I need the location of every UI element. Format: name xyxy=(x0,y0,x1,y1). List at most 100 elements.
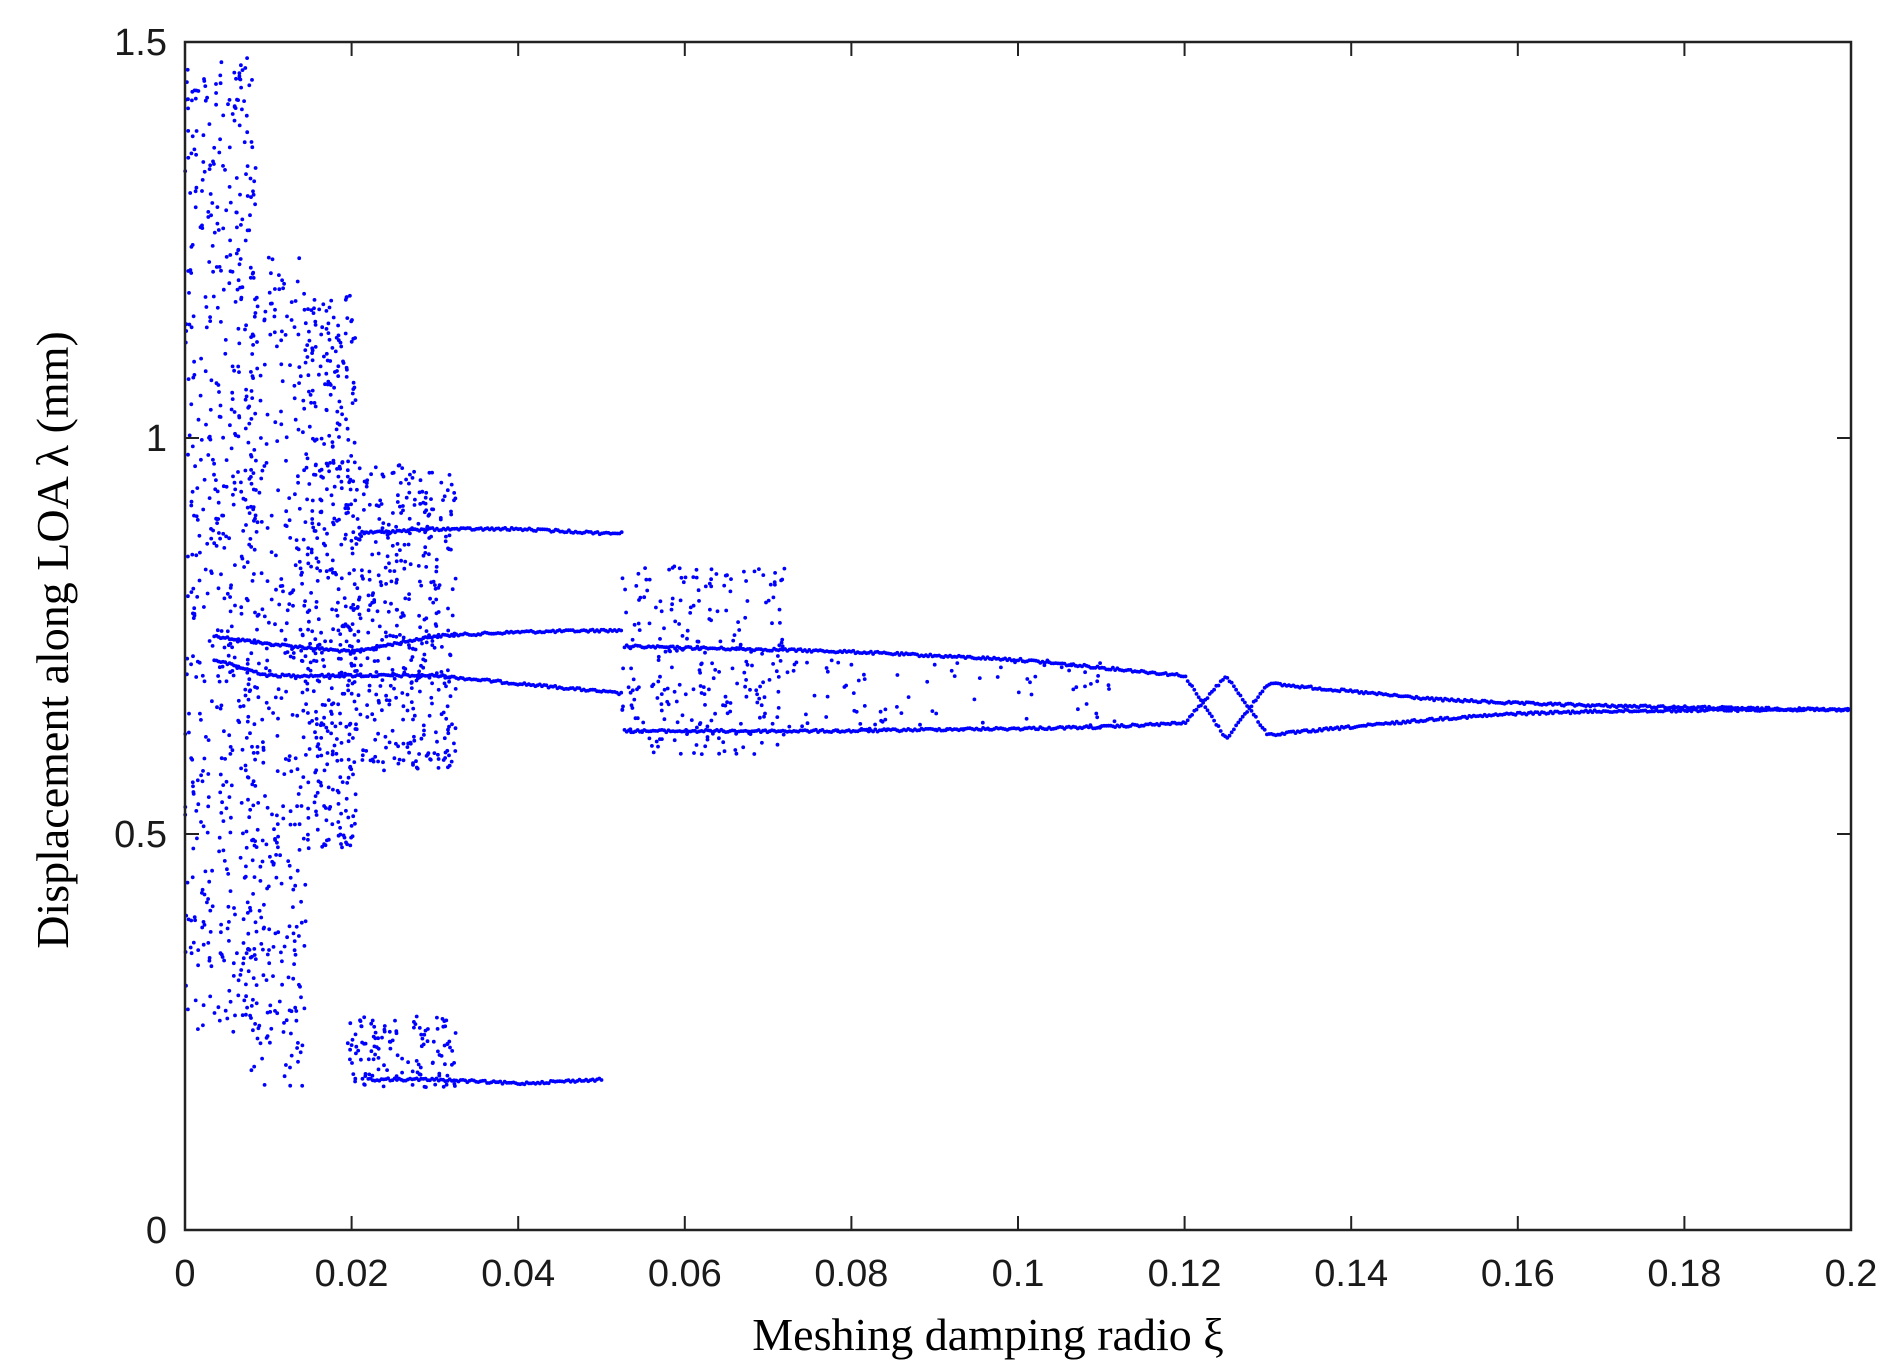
scatter-point xyxy=(384,693,388,698)
scatter-point xyxy=(755,700,760,705)
scatter-point xyxy=(326,785,331,790)
scatter-point xyxy=(222,958,227,963)
scatter-point xyxy=(734,647,739,652)
scatter-point xyxy=(245,194,250,198)
scatter-point xyxy=(663,649,668,654)
scatter-point xyxy=(275,734,280,738)
scatter-point xyxy=(331,315,336,320)
scatter-point xyxy=(344,295,349,299)
attractor-point xyxy=(1262,727,1267,732)
scatter-point xyxy=(824,715,829,719)
scatter-point xyxy=(336,790,341,795)
attractor-point xyxy=(278,674,283,679)
scatter-point xyxy=(418,689,422,694)
scatter-point xyxy=(446,765,450,770)
scatter-point xyxy=(241,956,246,961)
attractor-point xyxy=(1247,706,1252,711)
scatter-point xyxy=(1033,674,1038,679)
scatter-point xyxy=(240,217,245,222)
scatter-point xyxy=(244,994,249,999)
scatter-point xyxy=(678,751,683,756)
scatter-point xyxy=(952,674,957,678)
scatter-point xyxy=(324,818,329,823)
scatter-point xyxy=(228,670,233,675)
scatter-point xyxy=(222,546,227,550)
scatter-point xyxy=(401,717,405,722)
scatter-point xyxy=(255,614,260,618)
scatter-point xyxy=(231,961,236,966)
scatter-point xyxy=(339,479,344,484)
scatter-point xyxy=(259,915,264,920)
scatter-point xyxy=(856,678,861,683)
scatter-point xyxy=(695,725,699,730)
scatter-point xyxy=(314,659,319,663)
scatter-point xyxy=(372,600,377,604)
scatter-point xyxy=(304,465,309,470)
scatter-point xyxy=(370,593,375,597)
scatter-point xyxy=(358,672,363,677)
scatter-point xyxy=(249,335,254,339)
scatter-point xyxy=(276,687,281,692)
scatter-point xyxy=(249,389,254,393)
scatter-point xyxy=(408,472,412,477)
scatter-point xyxy=(709,567,714,572)
scatter-point xyxy=(366,1057,371,1062)
scatter-point xyxy=(269,271,273,276)
scatter-point xyxy=(367,502,372,507)
scatter-point xyxy=(787,724,792,729)
scatter-point xyxy=(776,706,781,710)
scatter-point xyxy=(248,1013,253,1018)
scatter-point xyxy=(453,496,458,501)
scatter-point xyxy=(236,978,241,983)
scatter-point xyxy=(202,605,206,609)
scatter-point xyxy=(206,941,211,945)
scatter-point xyxy=(190,780,195,785)
scatter-point xyxy=(387,702,392,707)
scatter-point xyxy=(301,398,306,403)
scatter-point xyxy=(656,654,661,659)
scatter-point xyxy=(309,591,313,595)
scatter-point xyxy=(344,796,349,801)
scatter-point xyxy=(420,1036,425,1041)
attractor-point xyxy=(620,708,625,712)
scatter-point xyxy=(427,633,431,637)
scatter-point xyxy=(196,963,201,968)
scatter-point xyxy=(434,671,439,676)
scatter-point xyxy=(322,354,326,359)
scatter-point xyxy=(412,503,417,507)
scatter-point xyxy=(350,401,355,405)
scatter-point xyxy=(443,750,448,755)
scatter-point xyxy=(293,299,298,303)
scatter-point xyxy=(453,687,458,691)
scatter-point xyxy=(1099,724,1103,729)
scatter-point xyxy=(351,602,356,607)
scatter-point xyxy=(381,521,386,525)
scatter-point xyxy=(301,775,306,779)
scatter-point xyxy=(242,565,247,569)
scatter-point xyxy=(192,606,197,611)
scatter-point xyxy=(318,364,323,369)
scatter-point xyxy=(224,255,229,259)
scatter-point xyxy=(251,803,256,808)
scatter-point xyxy=(271,861,276,866)
scatter-point xyxy=(233,603,237,608)
scatter-point xyxy=(215,705,219,710)
scatter-point xyxy=(420,489,425,494)
scatter-point xyxy=(391,470,396,475)
scatter-point xyxy=(754,688,759,693)
scatter-point xyxy=(281,286,285,291)
scatter-point xyxy=(423,551,428,555)
scatter-point xyxy=(444,1082,449,1087)
scatter-point xyxy=(284,509,289,514)
scatter-point xyxy=(253,839,257,843)
scatter-point xyxy=(192,513,196,518)
scatter-point xyxy=(430,701,434,706)
scatter-point xyxy=(267,669,272,673)
scatter-point xyxy=(219,572,223,577)
scatter-point xyxy=(391,511,395,515)
scatter-point xyxy=(417,1072,422,1077)
scatter-point xyxy=(187,322,192,327)
scatter-point xyxy=(190,134,195,139)
scatter-point xyxy=(243,768,248,773)
scatter-point xyxy=(345,468,350,473)
